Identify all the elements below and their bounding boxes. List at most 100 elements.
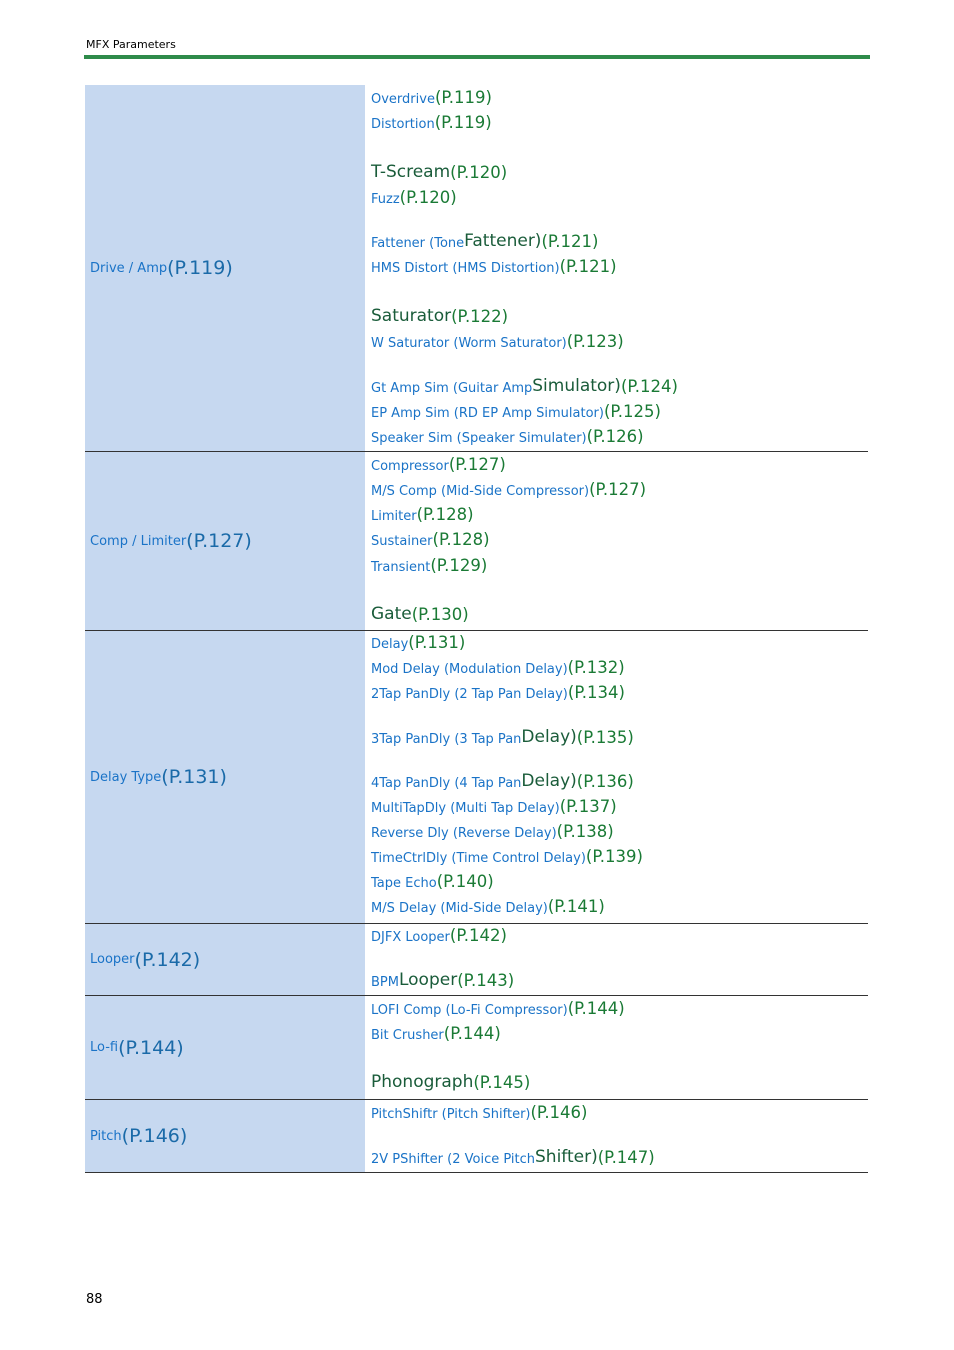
category-link[interactable]: Delay Type	[90, 769, 162, 785]
effect-link[interactable]: Delay	[371, 637, 409, 652]
category-page-ref[interactable]: (P.144)	[118, 1036, 184, 1059]
effect-page-ref[interactable]: (P.127)	[589, 480, 647, 499]
effect-page-ref[interactable]: (P.130)	[411, 605, 469, 624]
effect-link[interactable]: Overdrive	[371, 92, 435, 107]
category-page-ref[interactable]: (P.146)	[121, 1125, 188, 1147]
effect-page-ref[interactable]: (P.126)	[586, 427, 644, 446]
effect-link[interactable]: Speaker Sim (Speaker Simulater)	[371, 431, 587, 446]
effect-link[interactable]: M/S Comp (Mid-Side Compressor)	[371, 484, 590, 499]
effect-page-ref[interactable]: (P.123)	[566, 332, 624, 351]
effect-page-ref[interactable]: (P.142)	[449, 926, 507, 945]
effect-page-ref[interactable]: (P.143)	[457, 971, 515, 990]
effect-item[interactable]: Delay (P.131)	[371, 633, 465, 652]
effect-item[interactable]: Compressor (P.127)	[371, 455, 506, 474]
effect-item[interactable]: 2V PShifter (2 Voice Pitch Shifter) (P.14…	[371, 1147, 655, 1167]
effect-link[interactable]: DJFX Looper	[371, 930, 450, 945]
effect-item[interactable]: TimeCtrlDly (Time Control Delay) (P.139)	[371, 847, 643, 866]
effect-item[interactable]: Reverse Dly (Reverse Delay) (P.138)	[371, 822, 614, 841]
effect-page-ref[interactable]: (P.122)	[451, 307, 509, 326]
category-link[interactable]: Pitch	[90, 1128, 122, 1144]
effect-item[interactable]: Limiter (P.128)	[371, 505, 474, 524]
effect-page-ref[interactable]: (P.125)	[603, 402, 661, 421]
effect-page-ref[interactable]: (P.134)	[567, 683, 625, 702]
effect-link[interactable]: 2Tap PanDly (2 Tap Pan Delay)	[371, 687, 568, 702]
effect-page-ref[interactable]: (P.137)	[559, 797, 617, 816]
effect-link[interactable]: Saturator	[371, 306, 452, 326]
effect-link[interactable]: 3Tap PanDly (3 Tap Pan	[371, 732, 522, 747]
effect-link[interactable]: LOFI Comp (Lo-Fi Compressor)	[371, 1003, 568, 1018]
effect-link[interactable]: Fattener (Tone	[371, 236, 465, 251]
effect-link[interactable]: Gate	[371, 604, 412, 624]
effect-item[interactable]: 3Tap PanDly (3 Tap Pan Delay) (P.135)	[371, 727, 634, 747]
effect-link[interactable]: T-Scream	[371, 162, 451, 182]
effect-page-ref[interactable]: (P.144)	[443, 1024, 501, 1043]
effect-link[interactable]: M/S Delay (Mid-Side Delay)	[371, 901, 548, 916]
effect-link[interactable]: Distortion	[371, 117, 435, 132]
effect-page-ref[interactable]: (P.136)	[576, 772, 634, 791]
effect-item[interactable]: Overdrive (P.119)	[371, 88, 492, 107]
effect-item[interactable]: Speaker Sim (Speaker Simulater) (P.126)	[371, 427, 644, 446]
effect-link[interactable]: W Saturator (Worm Saturator)	[371, 336, 567, 351]
effect-item[interactable]: LOFI Comp (Lo-Fi Compressor) (P.144)	[371, 999, 625, 1018]
effect-item[interactable]: Phonograph (P.145)	[371, 1072, 530, 1092]
effect-page-ref[interactable]: (P.135)	[576, 728, 634, 747]
effect-link-tail[interactable]: Simulator)	[532, 376, 621, 396]
effect-link[interactable]: Fuzz	[371, 192, 400, 207]
effect-link[interactable]: BPM	[371, 975, 399, 990]
effect-page-ref[interactable]: (P.141)	[547, 897, 605, 916]
effect-link-tail[interactable]: Delay)	[521, 771, 577, 791]
effect-item[interactable]: Fuzz (P.120)	[371, 188, 457, 207]
effect-item[interactable]: Transient (P.129)	[371, 556, 487, 575]
effect-page-ref[interactable]: (P.147)	[597, 1148, 655, 1167]
effect-item[interactable]: M/S Comp (Mid-Side Compressor) (P.127)	[371, 480, 646, 499]
effect-item[interactable]: EP Amp Sim (RD EP Amp Simulator) (P.125)	[371, 402, 661, 421]
effect-link[interactable]: Gt Amp Sim (Guitar Amp	[371, 381, 533, 396]
effect-page-ref[interactable]: (P.132)	[567, 658, 625, 677]
effect-link[interactable]: PitchShiftr (Pitch Shifter)	[371, 1107, 531, 1122]
effect-page-ref[interactable]: (P.131)	[408, 633, 466, 652]
effect-page-ref[interactable]: (P.129)	[430, 556, 488, 575]
effect-link[interactable]: 4Tap PanDly (4 Tap Pan	[371, 776, 522, 791]
effect-link-tail[interactable]: Looper	[398, 970, 458, 990]
effect-link[interactable]: Bit Crusher	[371, 1028, 444, 1043]
effect-item[interactable]: HMS Distort (HMS Distortion) (P.121)	[371, 257, 617, 276]
effect-link[interactable]: Sustainer	[371, 534, 433, 549]
effect-link-tail[interactable]: Delay)	[521, 727, 577, 747]
effect-link[interactable]: HMS Distort (HMS Distortion)	[371, 261, 560, 276]
category-link[interactable]: Drive / Amp	[90, 260, 168, 276]
effect-link[interactable]: Compressor	[371, 459, 449, 474]
effect-item[interactable]: Fattener (Tone Fattener) (P.121)	[371, 231, 598, 251]
effect-page-ref[interactable]: (P.120)	[399, 188, 457, 207]
effect-item[interactable]: Sustainer (P.128)	[371, 530, 490, 549]
effect-link-tail[interactable]: Fattener)	[464, 231, 542, 251]
effect-link[interactable]: 2V PShifter (2 Voice Pitch	[371, 1152, 536, 1167]
effect-item[interactable]: Mod Delay (Modulation Delay) (P.132)	[371, 658, 625, 677]
effect-item[interactable]: Bit Crusher (P.144)	[371, 1024, 501, 1043]
effect-item[interactable]: Tape Echo (P.140)	[371, 872, 494, 891]
effect-page-ref[interactable]: (P.128)	[416, 505, 474, 524]
category-link[interactable]: Comp / Limiter	[90, 533, 187, 549]
effect-page-ref[interactable]: (P.140)	[436, 872, 494, 891]
effect-item[interactable]: Gate (P.130)	[371, 604, 469, 624]
effect-link[interactable]: MultiTapDly (Multi Tap Delay)	[371, 801, 560, 816]
effect-page-ref[interactable]: (P.119)	[434, 88, 492, 107]
effect-page-ref[interactable]: (P.144)	[567, 999, 625, 1018]
effect-item[interactable]: T-Scream (P.120)	[371, 162, 507, 182]
effect-page-ref[interactable]: (P.128)	[432, 530, 490, 549]
effect-item[interactable]: Gt Amp Sim (Guitar Amp Simulator) (P.124)	[371, 376, 678, 396]
effect-item[interactable]: Distortion (P.119)	[371, 113, 492, 132]
effect-link[interactable]: Mod Delay (Modulation Delay)	[371, 662, 568, 677]
effect-item[interactable]: 4Tap PanDly (4 Tap Pan Delay) (P.136)	[371, 771, 634, 791]
category-link[interactable]: Lo-fi	[90, 1040, 119, 1055]
category-link[interactable]: Looper	[90, 952, 135, 967]
category-page-ref[interactable]: (P.127)	[186, 530, 252, 552]
effect-link[interactable]: EP Amp Sim (RD EP Amp Simulator)	[371, 406, 604, 421]
effect-link[interactable]: Reverse Dly (Reverse Delay)	[371, 826, 557, 841]
effect-link[interactable]: Transient	[371, 560, 431, 575]
effect-item[interactable]: PitchShiftr (Pitch Shifter) (P.146)	[371, 1103, 588, 1122]
effect-page-ref[interactable]: (P.120)	[450, 163, 508, 182]
effect-page-ref[interactable]: (P.139)	[585, 847, 643, 866]
effect-page-ref[interactable]: (P.145)	[473, 1073, 531, 1092]
effect-item[interactable]: MultiTapDly (Multi Tap Delay) (P.137)	[371, 797, 617, 816]
effect-link[interactable]: Tape Echo	[371, 876, 437, 891]
